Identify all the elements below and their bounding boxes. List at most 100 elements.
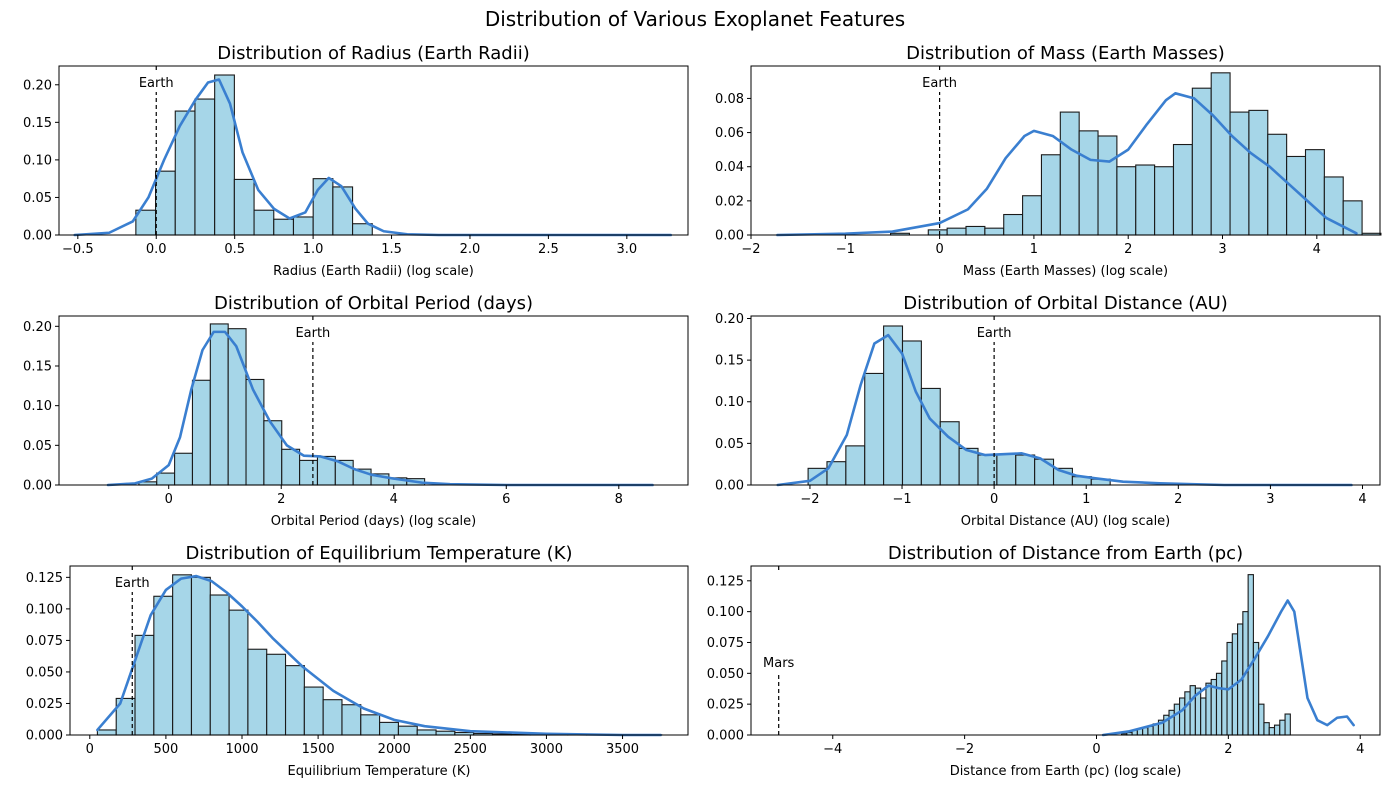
x-tick-label: 3 (1218, 242, 1226, 257)
histogram-bar (927, 229, 948, 236)
x-axis-label: Orbital Distance (AU) (log scale) (961, 514, 1171, 529)
histogram-bar (1247, 574, 1254, 736)
histogram-bar (303, 686, 324, 736)
x-tick-label: −2 (741, 242, 760, 257)
chart-title: Distribution of Mass (Earth Masses) (906, 43, 1225, 64)
histogram-bar (1205, 682, 1212, 736)
chart-panel-1: Distribution of Radius (Earth Radii) Eart… (23, 43, 689, 279)
histogram-bar (263, 420, 283, 486)
kde-line (1101, 599, 1355, 737)
x-tick-label: −0.5 (62, 242, 94, 257)
histogram-bar (273, 218, 295, 236)
histogram-bar (1221, 660, 1228, 736)
y-tick-label: 0.06 (715, 126, 744, 141)
x-tick-label: 4 (1313, 242, 1321, 257)
x-tick-label: 4 (390, 492, 398, 507)
histogram-bar (156, 472, 176, 486)
histogram-bar (292, 216, 314, 236)
reference-label: Earth (295, 326, 330, 341)
histogram-bar (1168, 709, 1175, 736)
x-tick-label: 0.5 (224, 242, 245, 257)
reference-label-bg (974, 325, 1014, 342)
x-tick-label: 0 (990, 492, 998, 507)
x-axis-label: Mass (Earth Masses) (log scale) (963, 264, 1168, 279)
x-tick-label: −1 (836, 242, 855, 257)
histogram-bar (209, 594, 230, 736)
histogram-bar (284, 665, 305, 736)
histogram-bar (1040, 154, 1061, 236)
histogram-bar (312, 178, 334, 236)
y-tick-label: 0.20 (715, 312, 744, 327)
histogram-bar (984, 227, 1005, 236)
y-tick-label: 0.10 (715, 395, 744, 410)
x-tick-label: 4 (1356, 742, 1364, 757)
histogram-bar (845, 445, 866, 486)
y-tick-label: 0.100 (26, 602, 63, 617)
y-tick-label: 0.00 (23, 479, 52, 494)
reference-label-bg (136, 75, 176, 92)
chart-panel-3: Distribution of Orbital Period (days) Ear… (23, 293, 689, 529)
chart-panel-5: Distribution of Equilibrium Temperature … (26, 543, 689, 779)
histogram-bar (1078, 130, 1099, 236)
histogram-bar (1200, 697, 1207, 736)
histogram-bar (1229, 111, 1250, 236)
axes-frame (750, 565, 1381, 736)
x-tick-label: 1000 (225, 742, 258, 757)
histogram-bar (1267, 133, 1288, 236)
x-tick-label: 8 (615, 492, 623, 507)
y-tick-label: 0.15 (23, 116, 52, 131)
histogram-bar (1003, 213, 1024, 236)
x-axis-label: Distance from Earth (pc) (log scale) (950, 764, 1182, 779)
histogram-bar (266, 653, 287, 736)
x-tick-label: 0 (165, 492, 173, 507)
chart-panel-4: Distribution of Orbital Distance (AU) Ear… (715, 293, 1381, 529)
x-tick-label: 1500 (302, 742, 335, 757)
histogram-bar (194, 98, 216, 236)
kde-line (96, 574, 662, 737)
histogram-bar (864, 372, 885, 486)
chart-title: Distribution of Distance from Earth (pc) (888, 543, 1243, 564)
histogram-bar (360, 714, 381, 736)
x-tick-label: −1 (892, 492, 911, 507)
y-tick-label: 0.20 (23, 78, 52, 93)
chart-title: Distribution of Equilibrium Temperature … (185, 543, 572, 564)
x-tick-label: 3.0 (616, 242, 637, 257)
x-tick-label: 2.0 (460, 242, 481, 257)
histogram-bar (1173, 703, 1181, 736)
x-tick-label: 0 (86, 742, 94, 757)
histogram-bar (233, 178, 255, 236)
y-tick-label: 0.10 (23, 153, 52, 168)
kde-line (73, 78, 673, 237)
x-axis-label: Radius (Earth Radii) (log scale) (273, 264, 474, 279)
reference-label: Earth (139, 76, 174, 91)
histogram-bar (946, 227, 967, 236)
histogram-bar (1147, 725, 1154, 736)
x-tick-label: 3500 (606, 742, 639, 757)
histogram-bar (1179, 697, 1186, 736)
histogram-bar (1184, 691, 1191, 736)
axes-frame (58, 65, 689, 236)
histogram-bar (96, 729, 117, 736)
kde-line (776, 333, 1353, 487)
chart-title: Distribution of Orbital Period (days) (214, 293, 533, 314)
y-tick-label: 0.075 (26, 634, 63, 649)
histogram-bar (965, 225, 986, 236)
histogram-bar (1189, 685, 1196, 736)
reference-label: Mars (763, 656, 795, 671)
histogram-bar (214, 74, 235, 236)
y-tick-label: 0.00 (715, 229, 744, 244)
x-tick-label: 0 (935, 242, 943, 257)
x-tick-label: 500 (153, 742, 178, 757)
histogram-bar (172, 574, 193, 736)
histogram-bar (1210, 72, 1231, 236)
y-tick-label: 0.20 (23, 320, 52, 335)
histogram-bar (155, 170, 176, 236)
x-tick-label: 2 (1124, 242, 1132, 257)
y-tick-label: 0.10 (23, 399, 52, 414)
axes-frame (69, 565, 689, 736)
x-tick-label: 0.0 (146, 242, 167, 257)
reference-label-bg (761, 655, 797, 672)
kde-line (106, 330, 654, 487)
x-tick-label: 0 (1092, 742, 1100, 757)
histogram-bar (227, 328, 247, 486)
